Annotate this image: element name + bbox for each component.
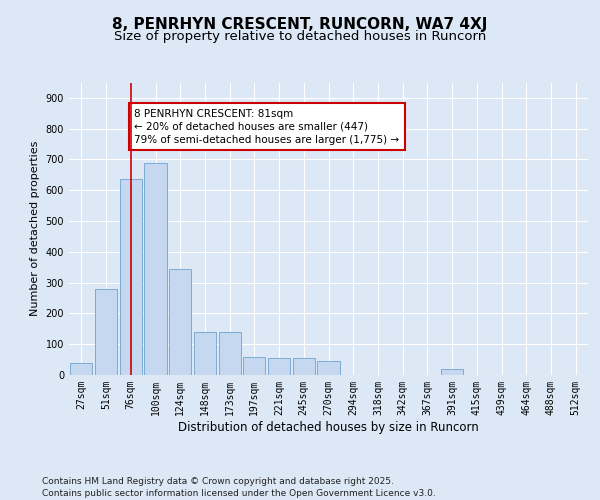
Text: Size of property relative to detached houses in Runcorn: Size of property relative to detached ho…: [114, 30, 486, 43]
Text: 8, PENRHYN CRESCENT, RUNCORN, WA7 4XJ: 8, PENRHYN CRESCENT, RUNCORN, WA7 4XJ: [112, 18, 488, 32]
Bar: [95, 289, 117, 375]
X-axis label: Distribution of detached houses by size in Runcorn: Distribution of detached houses by size …: [178, 420, 479, 434]
Text: 8 PENRHYN CRESCENT: 81sqm
← 20% of detached houses are smaller (447)
79% of semi: 8 PENRHYN CRESCENT: 81sqm ← 20% of detac…: [134, 108, 400, 145]
Bar: [169, 269, 191, 375]
Bar: [119, 180, 142, 375]
Text: Contains HM Land Registry data © Crown copyright and database right 2025.
Contai: Contains HM Land Registry data © Crown c…: [42, 476, 436, 498]
Y-axis label: Number of detached properties: Number of detached properties: [30, 141, 40, 316]
Bar: [441, 369, 463, 375]
Bar: [293, 358, 315, 375]
Bar: [194, 332, 216, 375]
Bar: [218, 332, 241, 375]
Bar: [317, 361, 340, 375]
Bar: [243, 356, 265, 375]
Bar: [70, 362, 92, 375]
Bar: [145, 162, 167, 375]
Bar: [268, 358, 290, 375]
